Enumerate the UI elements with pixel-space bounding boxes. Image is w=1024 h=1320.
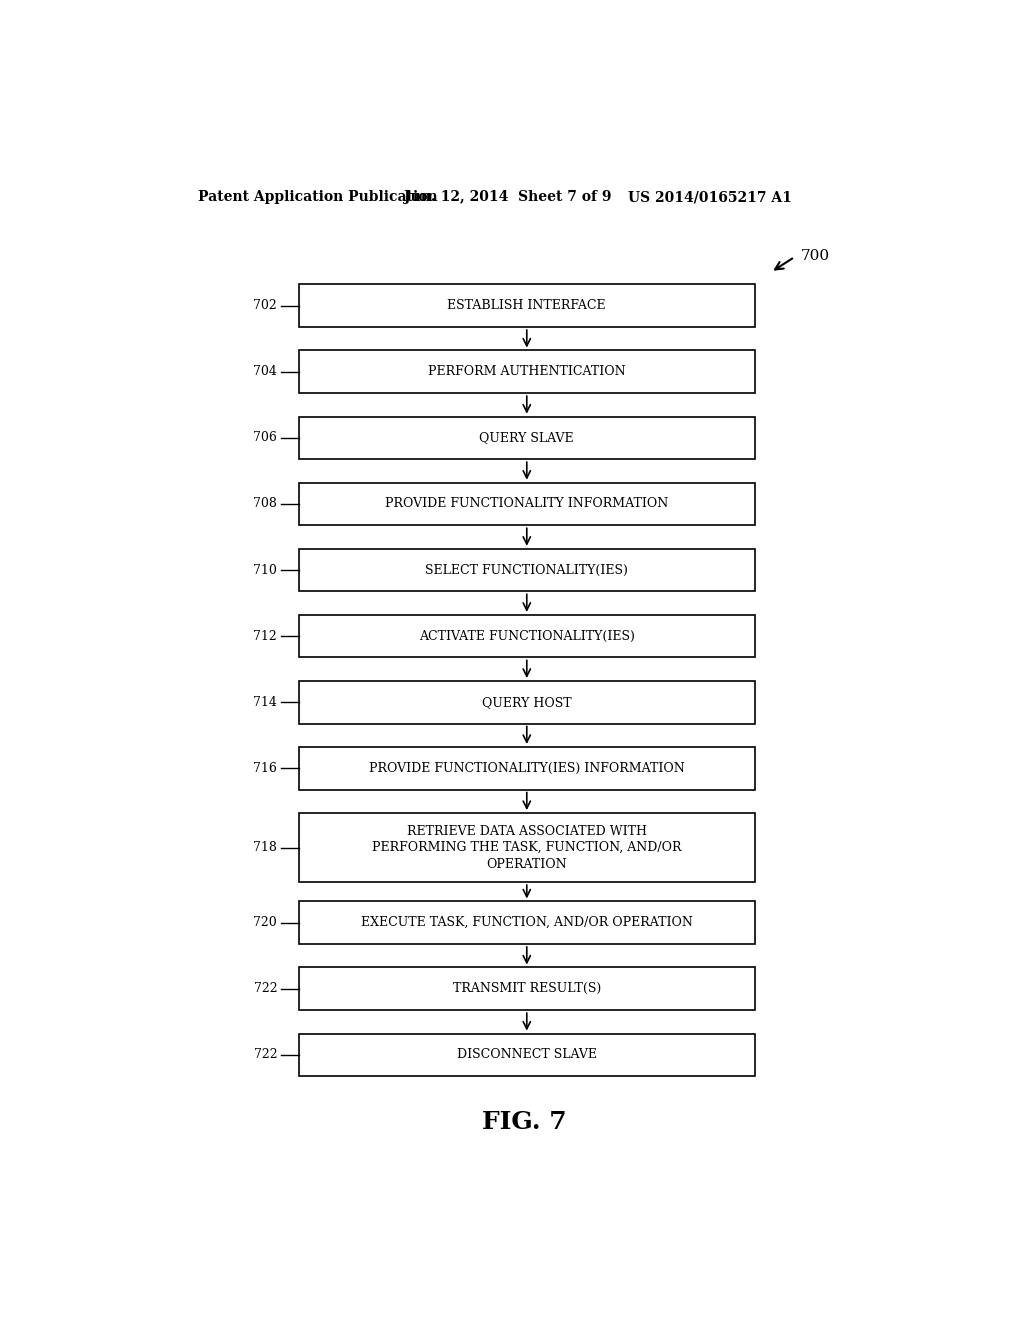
Text: 722: 722 xyxy=(254,1048,278,1061)
Text: 718: 718 xyxy=(253,841,278,854)
FancyBboxPatch shape xyxy=(299,902,755,944)
Text: PERFORM AUTHENTICATION: PERFORM AUTHENTICATION xyxy=(428,366,626,379)
FancyBboxPatch shape xyxy=(299,968,755,1010)
FancyBboxPatch shape xyxy=(299,747,755,789)
Text: RETRIEVE DATA ASSOCIATED WITH
PERFORMING THE TASK, FUNCTION, AND/OR
OPERATION: RETRIEVE DATA ASSOCIATED WITH PERFORMING… xyxy=(372,825,682,870)
FancyBboxPatch shape xyxy=(299,351,755,393)
Text: 712: 712 xyxy=(254,630,278,643)
Text: QUERY HOST: QUERY HOST xyxy=(482,696,571,709)
Text: PROVIDE FUNCTIONALITY(IES) INFORMATION: PROVIDE FUNCTIONALITY(IES) INFORMATION xyxy=(369,762,685,775)
Text: 700: 700 xyxy=(801,249,830,263)
Text: Patent Application Publication: Patent Application Publication xyxy=(198,190,437,205)
Text: Jun. 12, 2014  Sheet 7 of 9: Jun. 12, 2014 Sheet 7 of 9 xyxy=(404,190,611,205)
FancyBboxPatch shape xyxy=(299,284,755,327)
Text: 722: 722 xyxy=(254,982,278,995)
Text: US 2014/0165217 A1: US 2014/0165217 A1 xyxy=(628,190,792,205)
Text: DISCONNECT SLAVE: DISCONNECT SLAVE xyxy=(457,1048,597,1061)
Text: 716: 716 xyxy=(253,762,278,775)
FancyBboxPatch shape xyxy=(299,615,755,657)
Text: 710: 710 xyxy=(253,564,278,577)
Text: 714: 714 xyxy=(253,696,278,709)
FancyBboxPatch shape xyxy=(299,417,755,459)
Text: SELECT FUNCTIONALITY(IES): SELECT FUNCTIONALITY(IES) xyxy=(425,564,628,577)
FancyBboxPatch shape xyxy=(299,681,755,723)
Text: 720: 720 xyxy=(254,916,278,929)
Text: 702: 702 xyxy=(254,300,278,313)
Text: PROVIDE FUNCTIONALITY INFORMATION: PROVIDE FUNCTIONALITY INFORMATION xyxy=(385,498,669,511)
Text: QUERY SLAVE: QUERY SLAVE xyxy=(479,432,574,445)
Text: ACTIVATE FUNCTIONALITY(IES): ACTIVATE FUNCTIONALITY(IES) xyxy=(419,630,635,643)
Text: FIG. 7: FIG. 7 xyxy=(482,1110,567,1134)
FancyBboxPatch shape xyxy=(299,483,755,525)
FancyBboxPatch shape xyxy=(299,1034,755,1076)
Text: ESTABLISH INTERFACE: ESTABLISH INTERFACE xyxy=(447,300,606,313)
Text: 708: 708 xyxy=(253,498,278,511)
FancyBboxPatch shape xyxy=(299,549,755,591)
Text: TRANSMIT RESULT(S): TRANSMIT RESULT(S) xyxy=(453,982,601,995)
FancyBboxPatch shape xyxy=(299,813,755,882)
Text: 706: 706 xyxy=(253,432,278,445)
Text: EXECUTE TASK, FUNCTION, AND/OR OPERATION: EXECUTE TASK, FUNCTION, AND/OR OPERATION xyxy=(360,916,692,929)
Text: 704: 704 xyxy=(253,366,278,379)
